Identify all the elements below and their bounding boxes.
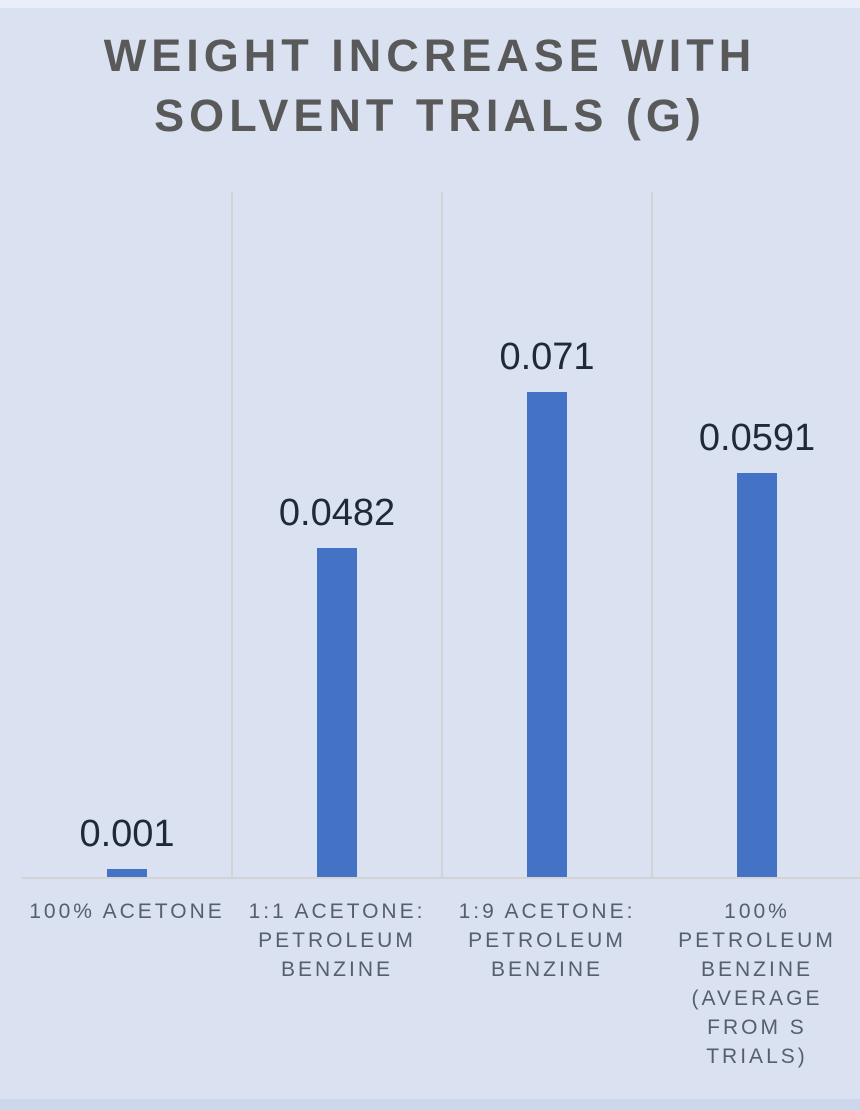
bar-4 [737, 473, 777, 877]
bar-2 [317, 548, 357, 877]
data-label-3: 0.071 [499, 336, 595, 378]
category-label-line: BENZINE [280, 958, 393, 981]
category-label-line: 100% ACETONE [29, 900, 225, 923]
category-label-3: 1:9 ACETONE: PETROLEUM BENZINE [442, 897, 652, 984]
category-separator-gridline [231, 192, 233, 877]
chart-title-line-1: WEIGHT INCREASE WITH [103, 30, 757, 81]
data-label-2: 0.0482 [278, 492, 396, 534]
category-separator-gridline [651, 192, 653, 877]
x-axis-baseline [22, 877, 860, 879]
category-label-line: 1:9 ACETONE: [458, 900, 636, 923]
category-label-line: BENZINE [700, 958, 813, 981]
category-separator-gridline [441, 192, 443, 877]
chart-title: WEIGHT INCREASE WITH SOLVENT TRIALS (G) [0, 26, 860, 146]
category-label-line: PETROLEUM [468, 929, 626, 952]
data-label-4: 0.0591 [698, 417, 816, 459]
bottom-edge-strip [0, 1099, 860, 1110]
category-label-line: BENZINE [490, 958, 603, 981]
category-label-4: 100% PETROLEUM BENZINE (AVERAGE FROM S TRIALS… [652, 897, 860, 1071]
category-label-line: PETROLEUM [258, 929, 416, 952]
chart-title-line-2: SOLVENT TRIALS (G) [154, 90, 706, 141]
bar-3 [527, 392, 567, 877]
category-label-line: TRIALS) [706, 1045, 808, 1068]
category-label-1: 100% ACETONE [22, 897, 232, 926]
top-edge-strip [0, 0, 860, 8]
category-label-line: 100% [724, 900, 790, 923]
category-label-line: PETROLEUM [678, 929, 836, 952]
category-label-line: FROM S [707, 1016, 807, 1039]
category-label-line: 1:1 ACETONE: [248, 900, 426, 923]
data-label-1: 0.001 [79, 813, 175, 855]
bar-1 [107, 869, 147, 877]
category-label-line: (AVERAGE [691, 987, 823, 1010]
category-label-2: 1:1 ACETONE: PETROLEUM BENZINE [232, 897, 442, 984]
